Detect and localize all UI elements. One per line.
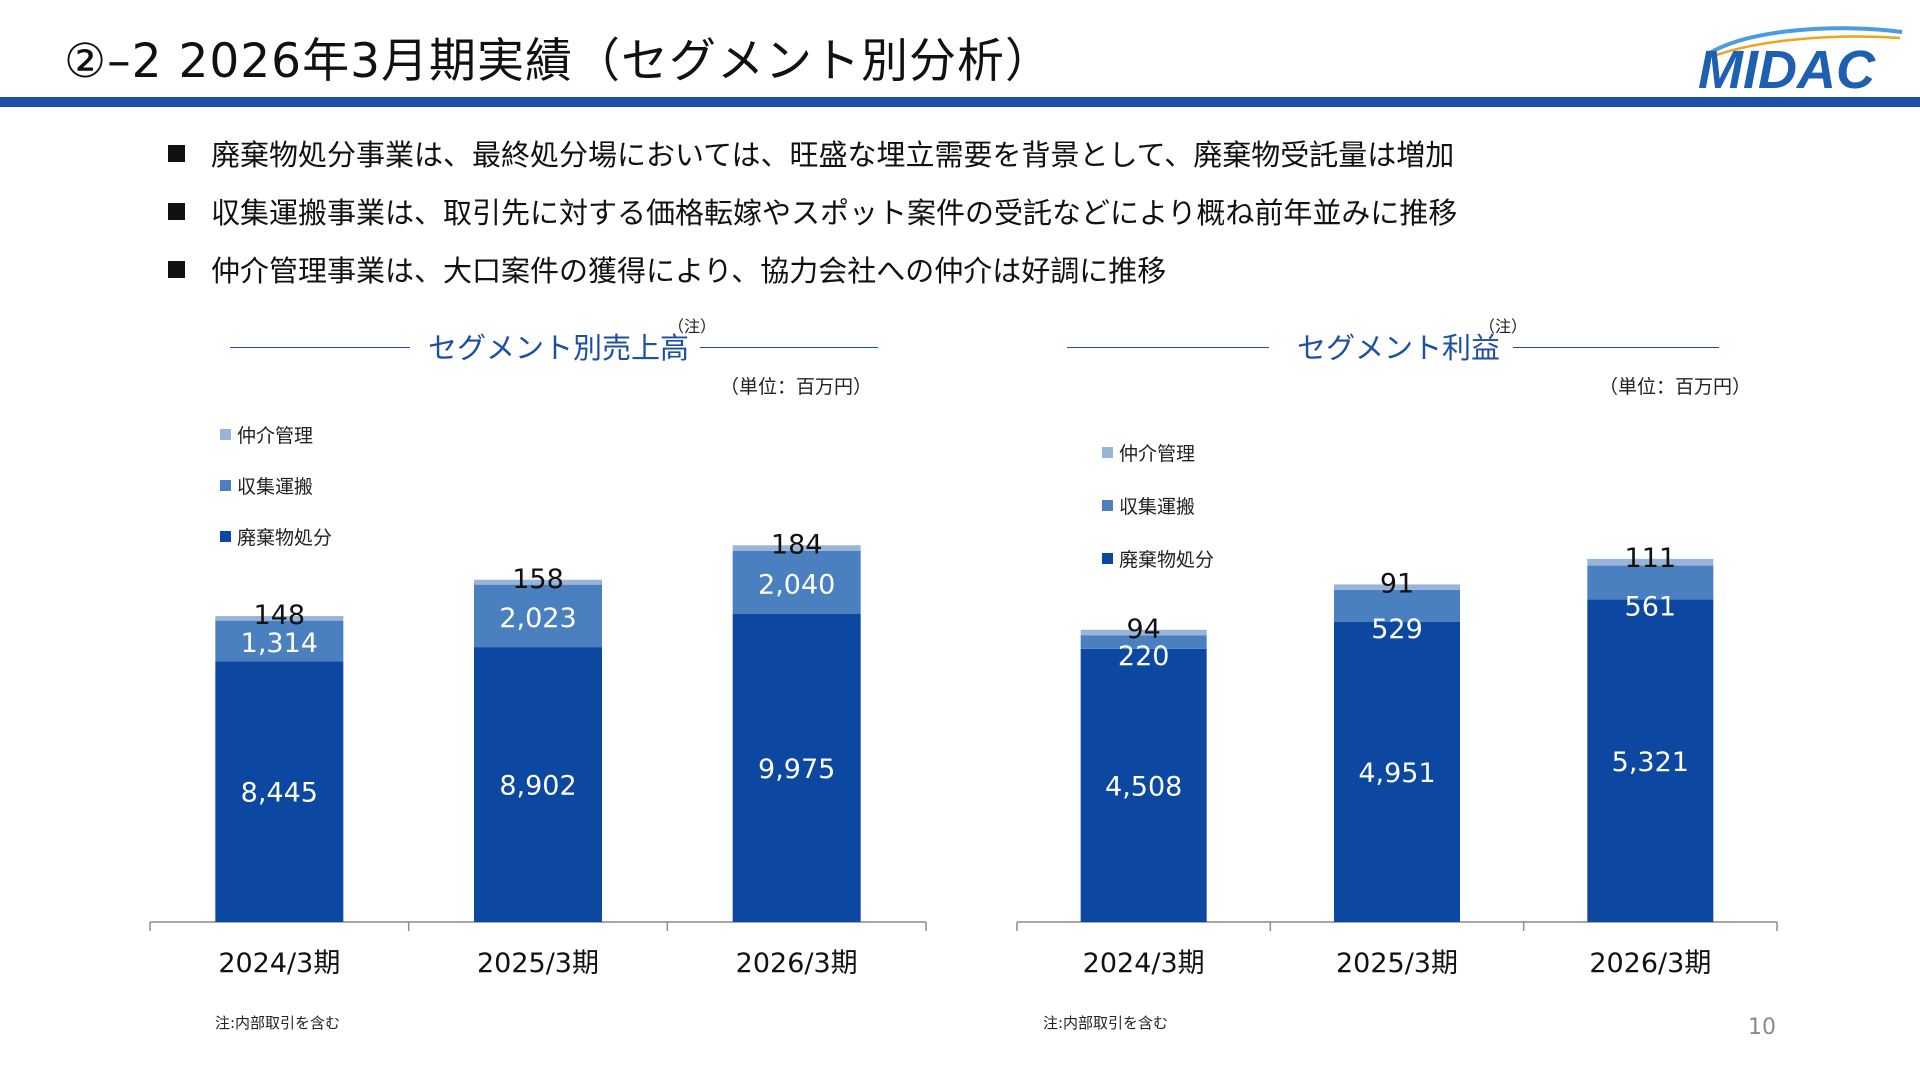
svg-text:MIDAC: MIDAC xyxy=(1698,40,1876,94)
legend-label: 収集運搬 xyxy=(1119,496,1196,518)
data-label: 94 xyxy=(1126,614,1160,645)
data-label: 561 xyxy=(1625,592,1677,623)
segment-profit-chart: セグメント利益 （注） （単位：百万円） 仲介管理 収集運搬 廃棄物処分 4,5… xyxy=(1005,305,1805,1035)
title-rule-left xyxy=(230,347,410,348)
page-number: 10 xyxy=(1748,1015,1776,1040)
legend-swatch xyxy=(1102,500,1113,511)
x-tick-label: 2024/3期 xyxy=(1083,948,1205,979)
legend-swatch xyxy=(1102,553,1113,564)
data-label: 111 xyxy=(1625,543,1677,574)
bar-segment-brokerage xyxy=(215,616,344,621)
title-rule-left xyxy=(1067,347,1269,348)
chart-legend: 仲介管理 収集運搬 廃棄物処分 xyxy=(1102,426,1214,585)
legend-item: 収集運搬 xyxy=(220,460,332,511)
legend-label: 仲介管理 xyxy=(1119,443,1196,465)
unit-label: （単位：百万円） xyxy=(1599,376,1752,398)
data-label: 8,445 xyxy=(241,778,318,809)
legend-item: 仲介管理 xyxy=(220,409,332,460)
legend-label: 廃棄物処分 xyxy=(237,527,333,549)
data-label: 2,023 xyxy=(499,603,576,634)
data-label: 148 xyxy=(254,600,306,631)
data-label: 91 xyxy=(1380,568,1414,599)
x-tick-label: 2025/3期 xyxy=(1336,948,1458,979)
legend-item: 廃棄物処分 xyxy=(1102,532,1214,585)
legend-swatch xyxy=(1102,447,1113,458)
unit-label: （単位：百万円） xyxy=(720,376,873,398)
data-label: 4,508 xyxy=(1105,771,1182,802)
data-label: 184 xyxy=(771,529,823,560)
data-label: 2,040 xyxy=(758,569,835,600)
legend-swatch xyxy=(220,531,231,542)
bar-segment-collection xyxy=(732,550,861,614)
legend-label: 廃棄物処分 xyxy=(1119,549,1215,571)
chart-title: セグメント利益 xyxy=(1297,331,1501,365)
bar-segment-brokerage xyxy=(1334,584,1460,590)
chart-title-note: （注） xyxy=(1479,317,1528,336)
title-rule-right xyxy=(1513,347,1719,348)
bullet-text: 廃棄物処分事業は、最終処分場においては、旺盛な埋立需要を背景として、廃棄物受託量… xyxy=(211,138,1455,172)
x-tick-label: 2025/3期 xyxy=(477,948,599,979)
footnote: 注:内部取引を含む xyxy=(215,1014,341,1032)
footnote: 注:内部取引を含む xyxy=(1043,1014,1169,1032)
data-label: 4,951 xyxy=(1358,758,1435,789)
data-label: 1,314 xyxy=(241,628,318,659)
legend-item: 廃棄物処分 xyxy=(220,511,332,562)
chart-title-note: （注） xyxy=(668,317,717,336)
chart-title: セグメント別売上高 xyxy=(428,331,690,365)
legend-label: 収集運搬 xyxy=(237,476,314,498)
bar-segment-brokerage xyxy=(1587,558,1714,566)
data-label: 8,902 xyxy=(499,771,576,802)
midac-logo: MIDAC xyxy=(1698,26,1903,94)
bullet-square-icon xyxy=(168,202,185,220)
x-tick-label: 2026/3期 xyxy=(1589,948,1711,979)
page-title: ②–2 2026年3月期実績（セグメント別分析） xyxy=(64,34,1053,89)
bar-segment-disposal xyxy=(732,613,861,922)
bar-segment-collection xyxy=(1334,589,1460,622)
bullet-square-icon xyxy=(168,144,185,162)
chart-legend: 仲介管理 収集運搬 廃棄物処分 xyxy=(220,409,332,562)
bar-segment-collection xyxy=(215,620,344,662)
bar-segment-disposal xyxy=(474,647,602,922)
bar-segment-brokerage xyxy=(732,545,861,551)
bar-segment-disposal xyxy=(1080,648,1207,922)
bar-segment-brokerage xyxy=(474,579,602,585)
bullet-item: 廃棄物処分事業は、最終処分場においては、旺盛な埋立需要を背景として、廃棄物受託量… xyxy=(168,124,1457,182)
legend-item: 仲介管理 xyxy=(1102,426,1214,479)
data-label: 9,975 xyxy=(758,754,835,785)
data-label: 5,321 xyxy=(1612,747,1689,778)
bar-segment-collection xyxy=(1080,635,1207,649)
bar-segment-collection xyxy=(474,584,602,648)
bullet-item: 仲介管理事業は、大口案件の獲得により、協力会社への仲介は好調に推移 xyxy=(168,240,1457,298)
legend-swatch xyxy=(220,480,231,491)
legend-item: 収集運搬 xyxy=(1102,479,1214,532)
bar-segment-brokerage xyxy=(1080,629,1207,636)
bullet-text: 仲介管理事業は、大口案件の獲得により、協力会社への仲介は好調に推移 xyxy=(211,254,1167,288)
title-rule-right xyxy=(700,347,878,348)
bullet-text: 収集運搬事業は、取引先に対する価格転嫁やスポット案件の受託などにより概ね前年並み… xyxy=(211,196,1458,230)
bullet-list: 廃棄物処分事業は、最終処分場においては、旺盛な埋立需要を背景として、廃棄物受託量… xyxy=(168,124,1457,298)
bar-segment-disposal xyxy=(215,661,344,922)
header-bar xyxy=(0,97,1920,107)
bullet-square-icon xyxy=(168,260,185,278)
data-label: 220 xyxy=(1118,641,1170,672)
legend-label: 仲介管理 xyxy=(237,425,314,447)
segment-sales-chart: セグメント別売上高 （注） （単位：百万円） 仲介管理 収集運搬 廃棄物処分 8… xyxy=(140,305,940,1035)
bar-segment-disposal xyxy=(1334,621,1460,922)
bullet-item: 収集運搬事業は、取引先に対する価格転嫁やスポット案件の受託などにより概ね前年並み… xyxy=(168,182,1457,240)
legend-swatch xyxy=(220,429,231,440)
bar-segment-collection xyxy=(1587,565,1714,600)
data-label: 529 xyxy=(1371,614,1423,645)
x-tick-label: 2026/3期 xyxy=(736,948,858,979)
x-tick-label: 2024/3期 xyxy=(218,948,340,979)
data-label: 158 xyxy=(512,564,564,595)
bar-segment-disposal xyxy=(1587,599,1714,922)
